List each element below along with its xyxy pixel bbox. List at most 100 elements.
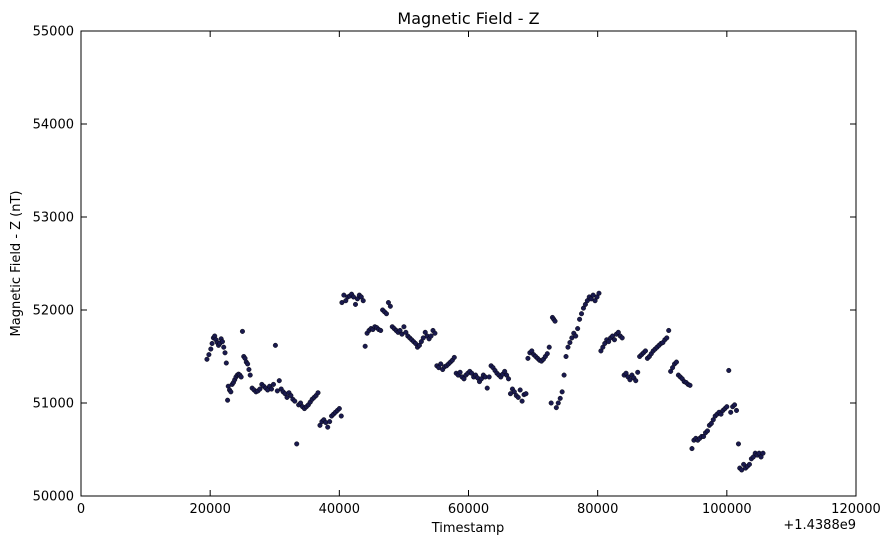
data-point [732,402,738,408]
data-point [428,333,434,339]
data-point [642,348,648,354]
x-tick-label: 60000 [448,502,489,517]
data-point [246,367,252,373]
data-point [245,361,251,367]
data-point [451,354,457,360]
data-point [666,327,672,333]
data-point [633,378,639,384]
x-tick-label: 0 [77,502,85,517]
data-point [238,374,244,380]
data-point [724,404,730,410]
y-tick-label: 55000 [33,25,74,40]
data-point [270,381,276,387]
data-point [327,419,333,425]
data-point [378,327,384,333]
y-axis-ticks: 50000 51000 52000 53000 54000 55000 [33,25,856,505]
data-point [221,344,227,350]
data-point [239,328,245,334]
data-point [557,395,563,401]
data-point [519,398,525,404]
data-point [325,424,331,430]
data-point [438,361,444,367]
data-point [559,389,565,395]
data-point [760,450,766,456]
y-tick-label: 52000 [33,304,74,319]
data-point [506,376,512,382]
data-point [208,346,214,352]
data-point [673,359,679,365]
data-point [276,378,282,384]
data-point [401,324,407,330]
data-point [579,311,585,317]
data-point [387,303,393,309]
y-tick-label: 54000 [33,118,74,133]
data-point [362,343,368,349]
data-point [432,330,438,336]
x-axis-offset-label: +1.4388e9 [783,518,856,533]
data-point [336,406,342,412]
data-point [486,374,492,380]
data-point [544,351,550,357]
data-point [257,386,263,392]
data-point [567,340,573,346]
data-point [209,340,215,346]
data-point [457,369,463,375]
data-point [689,446,695,452]
data-point [635,369,641,375]
data-point [728,409,734,415]
x-tick-label: 40000 [319,502,360,517]
data-point [525,355,531,361]
data-point [573,333,579,339]
y-axis-label: Magnetic Field - Z (nT) [9,191,24,337]
data-point [596,290,602,296]
x-axis-ticks: 0 20000 40000 60000 80000 100000 120000 [77,31,881,517]
data-point [746,461,752,467]
data-point [360,298,366,304]
y-tick-label: 50000 [33,490,74,505]
x-tick-label: 120000 [831,502,881,517]
data-point [664,335,670,341]
data-point [292,398,298,404]
chart-title: Magnetic Field - Z [397,9,539,28]
data-point [206,352,212,358]
data-point [577,316,583,322]
data-point [552,318,558,324]
x-tick-label: 20000 [189,502,230,517]
data-point [225,397,231,403]
data-point [294,441,300,447]
plot-frame [80,30,857,497]
data-point [553,405,559,411]
data-point [563,354,569,360]
data-point [272,342,278,348]
data-point [611,337,617,343]
data-point [704,428,710,434]
data-point [546,344,552,350]
data-point [619,335,625,341]
data-point [687,382,693,388]
data-point [726,367,732,373]
data-points [204,290,766,473]
data-point [352,301,358,307]
data-point [228,389,234,395]
y-tick-label: 53000 [33,211,74,226]
x-axis-label: Timestamp [431,521,505,536]
data-point [204,356,210,362]
data-point [561,372,567,378]
data-point [315,390,321,396]
data-point [548,400,554,406]
data-point [484,385,490,391]
x-tick-label: 80000 [577,502,618,517]
data-point [734,407,740,413]
data-point [223,360,229,366]
data-point [523,391,529,397]
x-tick-label: 100000 [702,502,752,517]
data-point [247,372,253,378]
data-point [517,387,523,393]
data-point [735,441,741,447]
data-point [555,400,561,406]
data-point [565,344,571,350]
data-point [338,413,344,419]
data-point [515,394,521,400]
y-tick-label: 51000 [33,397,74,412]
